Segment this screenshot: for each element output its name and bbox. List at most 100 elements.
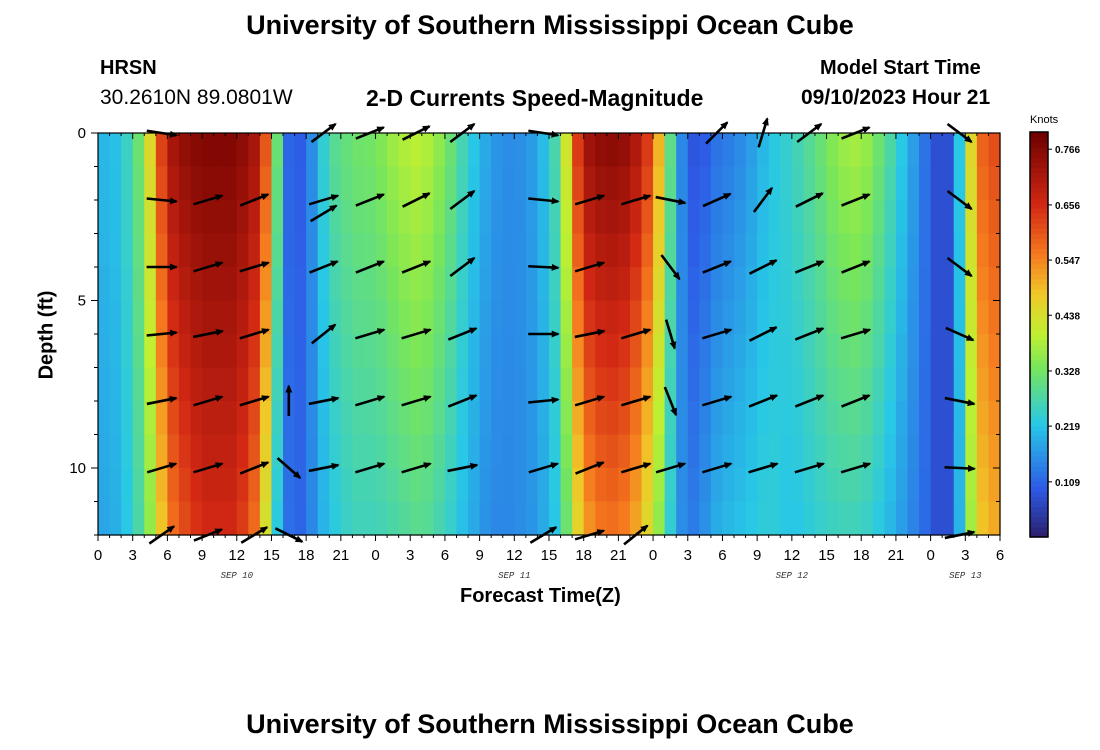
- heat-cell: [202, 267, 215, 302]
- heat-cell: [699, 501, 712, 536]
- colorbar-segment: [1030, 162, 1048, 169]
- colorbar-segment: [1030, 420, 1048, 427]
- heat-cell: [433, 468, 446, 503]
- heat-cell: [872, 501, 885, 536]
- heat-cell: [734, 200, 747, 235]
- heat-cell: [225, 267, 238, 302]
- heat-cell: [294, 300, 307, 335]
- heat-cell: [340, 267, 354, 302]
- heat-cell: [849, 468, 862, 503]
- heat-cell: [560, 401, 573, 436]
- heat-cell: [514, 401, 527, 436]
- heat-cell: [826, 334, 839, 369]
- heat-cell: [98, 401, 111, 436]
- heat-cell: [537, 200, 550, 235]
- heat-cell: [583, 133, 596, 168]
- heat-cell: [641, 133, 654, 168]
- heat-cell: [294, 200, 307, 235]
- heat-cell: [942, 434, 955, 469]
- heat-cell: [838, 200, 851, 235]
- colorbar-segment: [1030, 223, 1048, 229]
- heat-cell: [352, 166, 365, 201]
- heat-cell: [259, 468, 273, 503]
- heat-cell: [687, 468, 700, 503]
- heat-cell: [178, 233, 192, 268]
- heat-cell: [306, 133, 319, 168]
- heat-cell: [525, 267, 539, 302]
- current-vector: [944, 464, 977, 472]
- heat-cell: [329, 468, 342, 503]
- heat-cell: [352, 434, 365, 469]
- heat-cell: [572, 300, 585, 335]
- colorbar-segment: [1030, 425, 1048, 432]
- day-label: SEP 13: [949, 571, 982, 581]
- heat-cell: [213, 200, 226, 235]
- heat-cell: [202, 434, 215, 469]
- colorbar-segment: [1030, 486, 1048, 493]
- heat-cell: [965, 367, 978, 402]
- heat-cell: [236, 401, 249, 436]
- heat-cell: [363, 200, 377, 235]
- heat-cell: [271, 468, 284, 503]
- heat-cell: [734, 300, 747, 335]
- heat-cell: [155, 401, 168, 436]
- heat-cell: [121, 300, 134, 335]
- heat-cell: [780, 401, 793, 436]
- heat-cell: [826, 468, 839, 503]
- heat-cell: [502, 133, 515, 168]
- heat-cell: [595, 166, 608, 201]
- heat-cell: [826, 401, 839, 436]
- colorbar-segment: [1030, 288, 1048, 295]
- heat-cell: [583, 267, 596, 302]
- heat-cell: [144, 133, 157, 168]
- heat-cell: [757, 267, 770, 302]
- heat-cell: [838, 267, 851, 302]
- heat-cell: [745, 200, 758, 235]
- heat-cell: [456, 367, 469, 402]
- heat-cell: [560, 468, 573, 503]
- heat-cell: [710, 334, 724, 369]
- heat-cell: [329, 334, 342, 369]
- heat-cell: [988, 468, 1001, 503]
- current-vector: [575, 461, 605, 475]
- heat-cell: [433, 166, 446, 201]
- heat-cell: [595, 468, 608, 503]
- heat-cell: [965, 300, 978, 335]
- heat-cell: [768, 166, 781, 201]
- heat-cell: [132, 367, 145, 402]
- heat-cell: [572, 401, 585, 436]
- heat-cell: [410, 133, 423, 168]
- heat-cell: [479, 434, 492, 469]
- heat-cell: [653, 501, 666, 536]
- heat-cell: [872, 133, 885, 168]
- heat-cell: [930, 334, 943, 369]
- heat-cell: [144, 300, 157, 335]
- heat-cell: [838, 468, 851, 503]
- heat-cell: [444, 468, 458, 503]
- heat-cell: [745, 401, 758, 436]
- heat-cell: [340, 300, 354, 335]
- heat-cell: [306, 401, 319, 436]
- heat-cell: [861, 401, 874, 436]
- heat-cell: [722, 434, 735, 469]
- colorbar-segment: [1030, 309, 1048, 315]
- heat-cell: [895, 166, 909, 201]
- heat-cell: [225, 401, 238, 436]
- heat-cell: [699, 434, 712, 469]
- heat-cell: [421, 367, 434, 402]
- heat-cell: [259, 434, 273, 469]
- heat-cell: [942, 267, 955, 302]
- current-vector: [308, 395, 340, 406]
- heat-cell: [537, 166, 550, 201]
- heat-cell: [306, 200, 319, 235]
- heat-cell: [676, 367, 689, 402]
- heat-cell: [155, 200, 168, 235]
- heat-cell: [826, 166, 839, 201]
- heat-cell: [629, 166, 643, 201]
- heat-cell: [525, 401, 539, 436]
- current-vector: [620, 328, 652, 340]
- heat-cell: [710, 367, 724, 402]
- current-vector: [309, 260, 339, 274]
- heat-cell: [710, 434, 724, 469]
- current-vector: [663, 386, 678, 417]
